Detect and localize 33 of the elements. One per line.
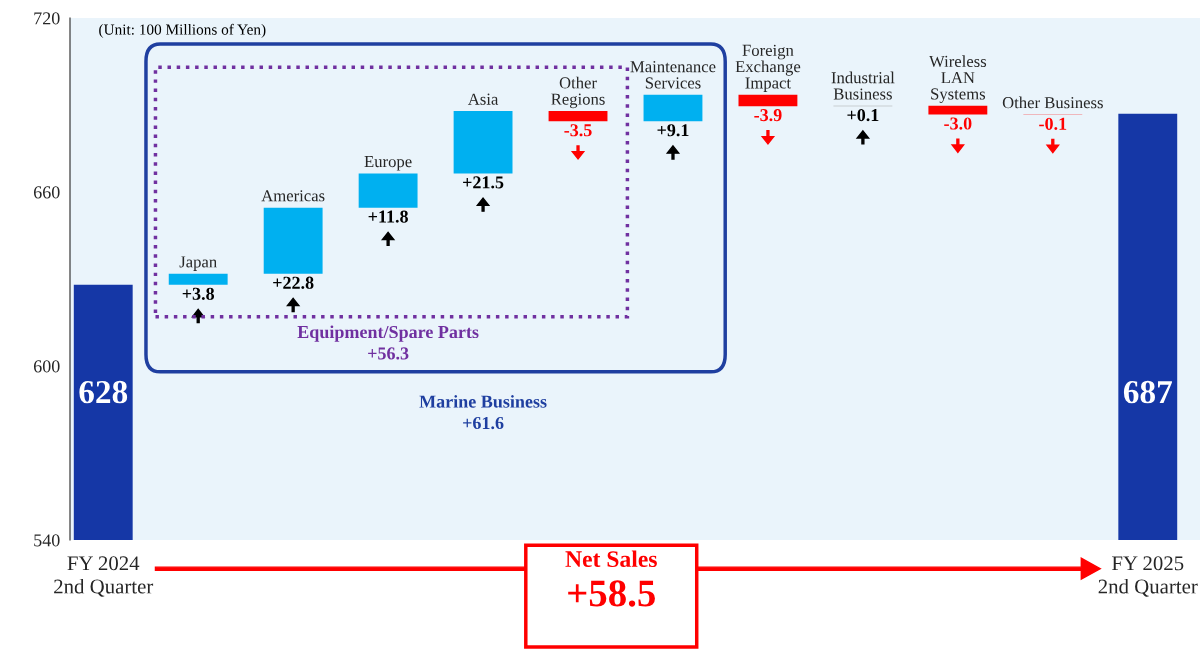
y-tick-label: 600 <box>33 360 60 373</box>
data-label: +9.1 <box>657 124 689 137</box>
x-tick-label: Europe <box>364 156 412 171</box>
data-label: 687 <box>1123 380 1172 404</box>
y-tick-label: 660 <box>33 186 60 199</box>
annotation: Marine Business +61.6 <box>419 395 547 430</box>
x-tick-label: Other Business <box>1002 96 1103 109</box>
data-label: +3.8 <box>182 287 215 300</box>
data-label: -0.1 <box>1039 117 1067 130</box>
data-label: -3.0 <box>944 117 972 130</box>
data-label: -3.9 <box>754 109 782 122</box>
data-label: +21.5 <box>463 176 504 189</box>
annotation: (Unit: 100 Millions of Yen) <box>99 23 266 38</box>
data-label: -3.5 <box>564 124 592 137</box>
x-tick-label: Maintenance Services <box>630 61 716 89</box>
x-tick-label: Foreign Exchange Impact <box>735 44 801 92</box>
y-tick-label: 540 <box>34 534 60 547</box>
data-label: 628 <box>79 380 128 404</box>
text: Net Sales <box>565 550 657 568</box>
x-tick-label: Wireless LAN Systems <box>929 55 987 103</box>
x-tick-label: Asia <box>467 93 499 105</box>
x-tick-label: Industrial Business <box>831 71 895 100</box>
y-tick-label: 720 <box>34 12 60 25</box>
annotation: Equipment/Spare Parts +56.3 <box>297 325 479 360</box>
data-label: +22.8 <box>273 276 314 289</box>
data-label: +0.1 <box>847 109 879 122</box>
x-tick-label: FY 2025 2nd Quarter <box>1098 556 1198 597</box>
data-label: +11.8 <box>368 210 408 223</box>
x-tick-label: Japan <box>179 256 217 271</box>
x-tick-label: Americas <box>261 190 325 202</box>
text: +58.5 <box>568 580 655 607</box>
x-tick-label: Other Regions <box>551 76 605 109</box>
x-tick-label: FY 2024 2nd Quarter <box>54 556 154 597</box>
